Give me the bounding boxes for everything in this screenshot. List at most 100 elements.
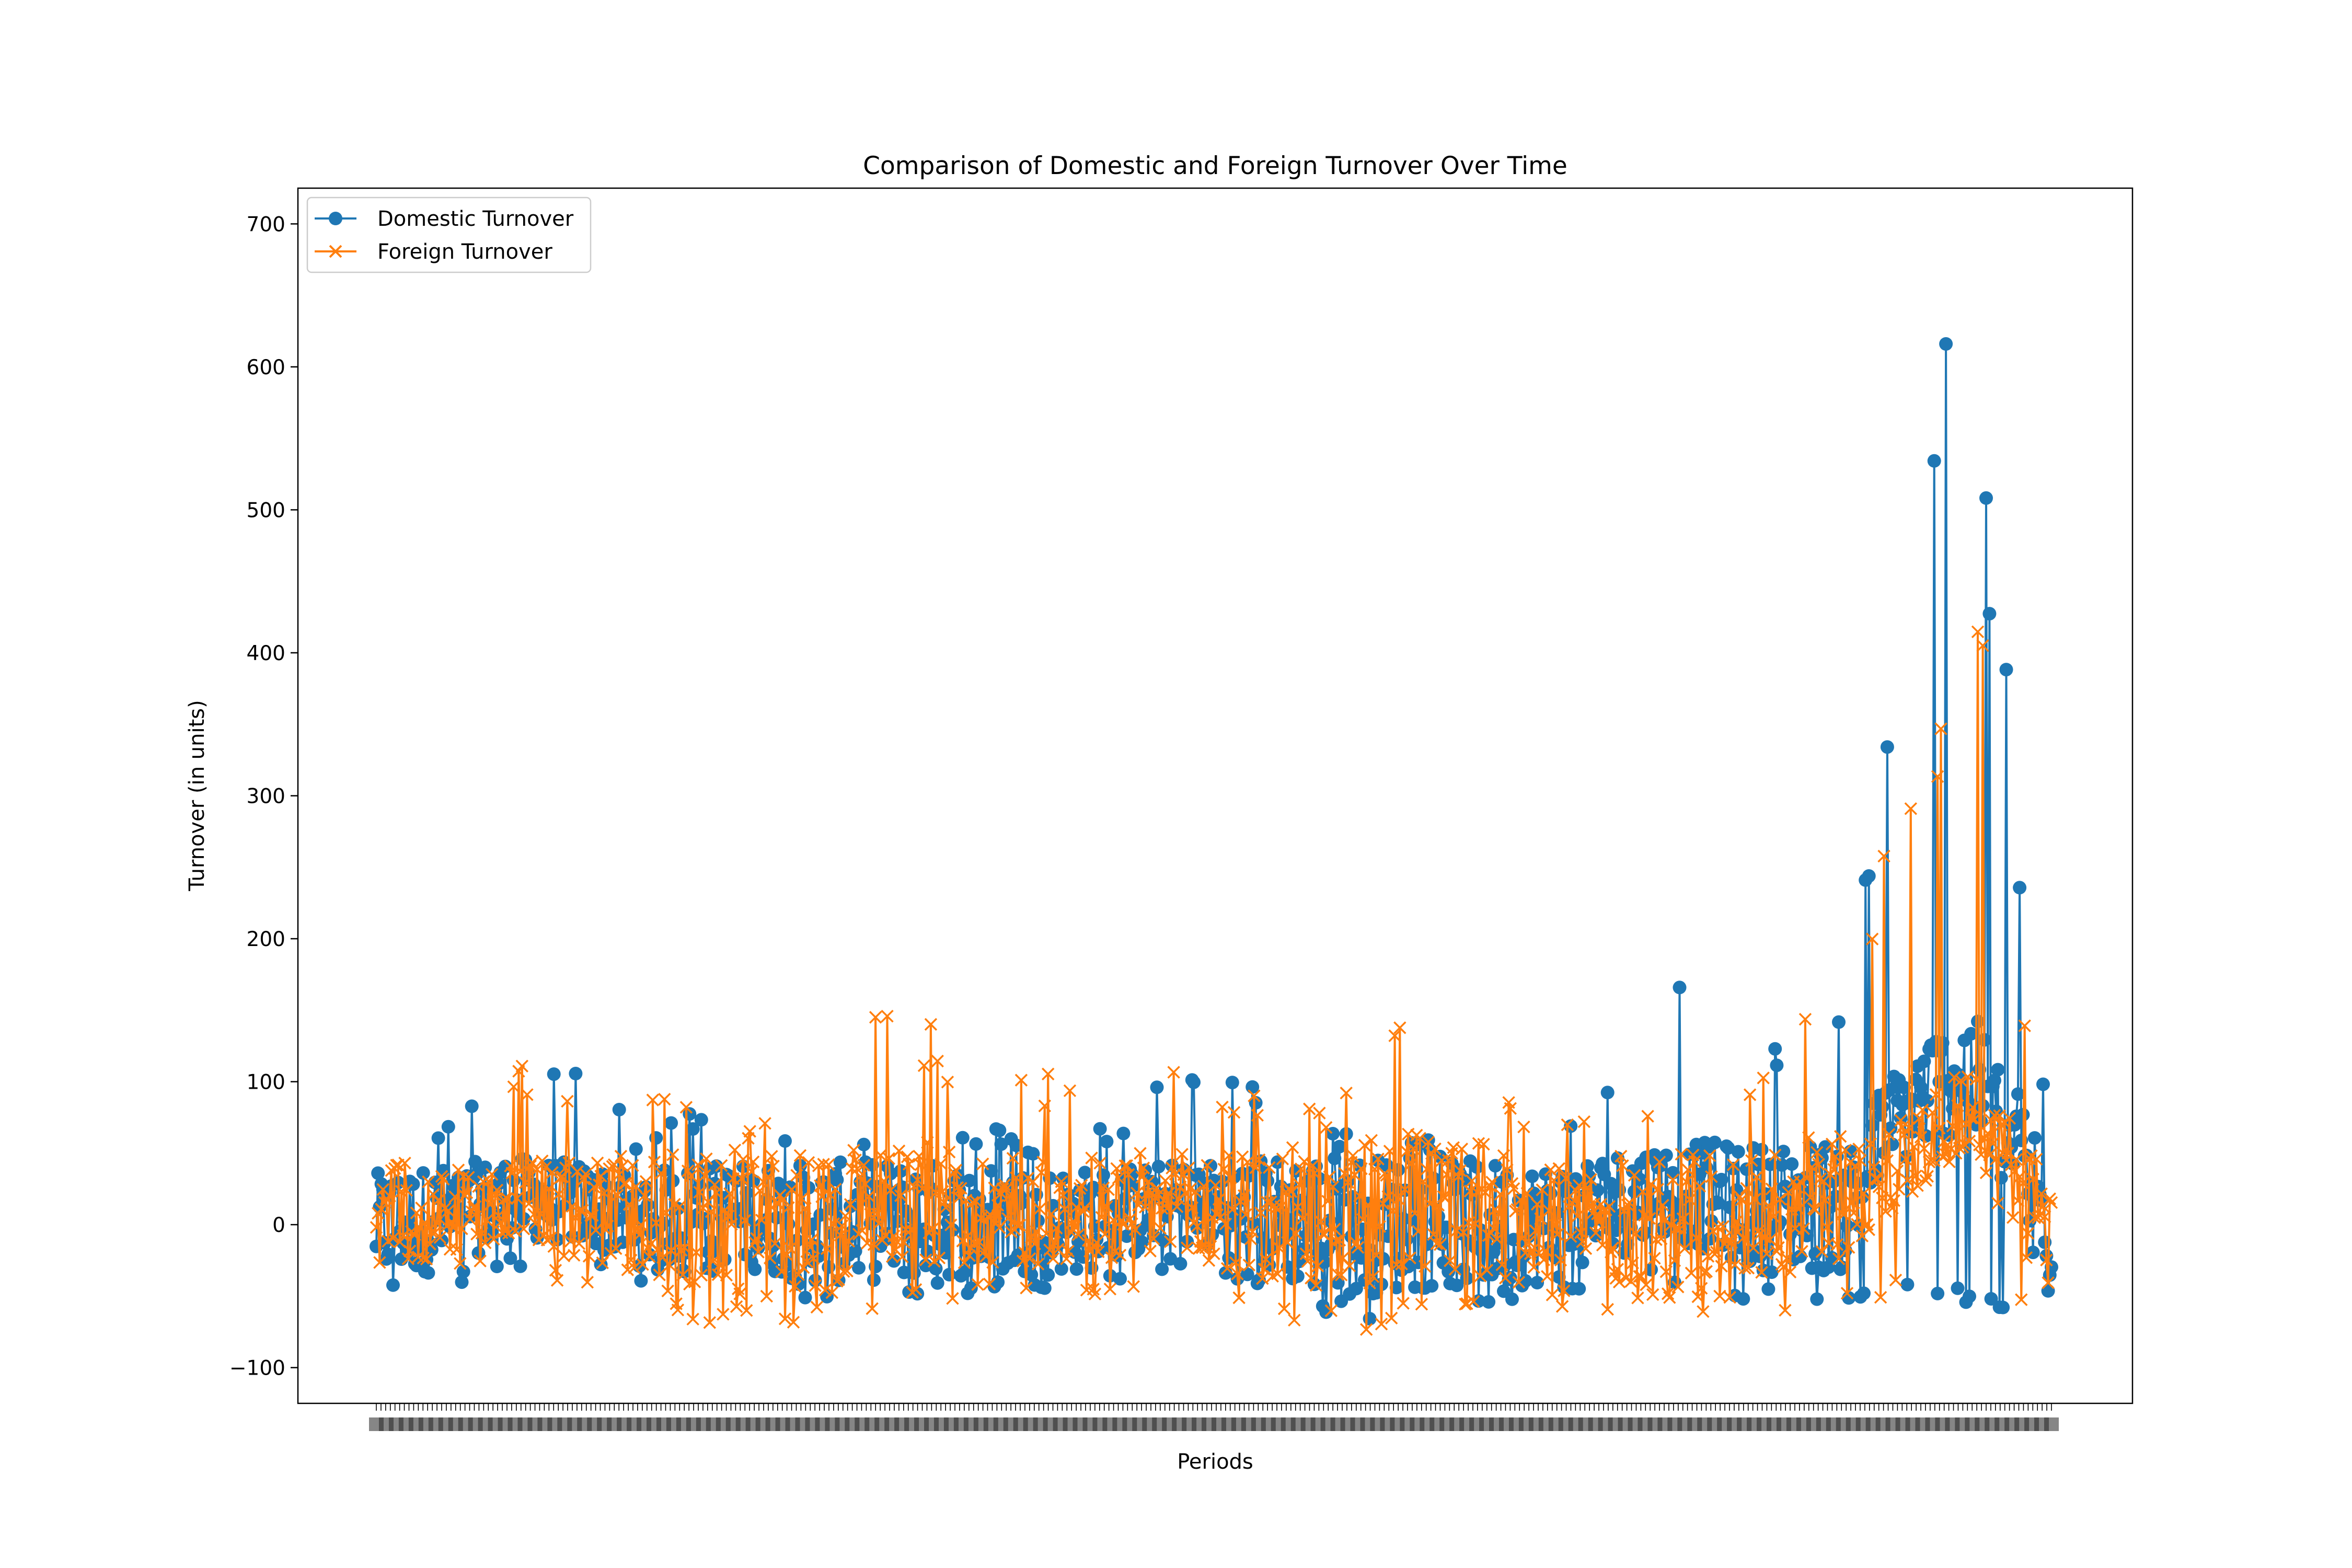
foreign-point (1515, 1232, 1529, 1245)
foreign-point (1289, 1227, 1302, 1240)
domestic-point (1666, 1166, 1680, 1180)
foreign-point (1162, 1186, 1175, 1200)
foreign-point (1484, 1180, 1497, 1193)
foreign-point (1912, 1112, 1926, 1125)
foreign-point (549, 1264, 562, 1277)
foreign-point (2007, 1211, 2020, 1224)
foreign-point (1991, 1196, 2004, 1210)
foreign-point (748, 1236, 762, 1249)
foreign-point (1248, 1089, 1261, 1102)
foreign-point (1403, 1251, 1416, 1264)
domestic-point (1425, 1279, 1439, 1293)
foreign-point (442, 1204, 455, 1217)
domestic-point (686, 1122, 700, 1136)
foreign-point (1919, 1174, 1932, 1187)
foreign-point (1249, 1161, 1262, 1174)
foreign-point (1391, 1192, 1405, 1205)
foreign-point (1842, 1241, 1855, 1254)
domestic-point (1024, 1267, 1039, 1282)
foreign-point (1056, 1189, 1070, 1202)
foreign-point (1846, 1196, 1859, 1209)
foreign-point (931, 1054, 944, 1068)
foreign-point (1330, 1234, 1343, 1248)
foreign-point (894, 1189, 907, 1202)
domestic-point (1097, 1168, 1110, 1182)
domestic-point (1673, 981, 1687, 995)
foreign-point (1862, 1223, 1875, 1236)
foreign-point (1393, 1021, 1406, 1034)
foreign-point (1485, 1175, 1498, 1189)
foreign-point (1068, 1220, 1081, 1233)
foreign-point (944, 1218, 958, 1231)
foreign-point (926, 1222, 939, 1236)
foreign-point (1306, 1159, 1319, 1172)
foreign-point (436, 1172, 450, 1186)
foreign-point (643, 1250, 656, 1263)
domestic-point (634, 1274, 648, 1288)
domestic-point (629, 1142, 643, 1156)
domestic-point (798, 1290, 812, 1305)
foreign-point (1770, 1244, 1783, 1258)
foreign-point (902, 1158, 916, 1171)
foreign-point (1363, 1276, 1376, 1289)
foreign-point (768, 1237, 782, 1250)
foreign-point (775, 1265, 788, 1278)
foreign-point (1815, 1245, 1829, 1258)
foreign-point (970, 1195, 983, 1208)
domestic-point (1363, 1312, 1377, 1325)
foreign-point (400, 1184, 413, 1197)
foreign-point (658, 1092, 671, 1106)
foreign-point (967, 1237, 981, 1250)
domestic-point (1991, 1063, 2005, 1077)
y-tick-label: 200 (247, 928, 285, 951)
foreign-point (517, 1223, 531, 1236)
foreign-point (1387, 1204, 1400, 1217)
x-tick-label-glyphs (2044, 1417, 2059, 1431)
foreign-point (1547, 1174, 1561, 1187)
foreign-point (671, 1304, 685, 1317)
foreign-point (1725, 1236, 1738, 1249)
foreign-point (981, 1210, 995, 1223)
foreign-point (1703, 1149, 1716, 1162)
foreign-point (479, 1236, 492, 1250)
foreign-point (1857, 1187, 1871, 1200)
domestic-point (2013, 881, 2027, 895)
foreign-point (1561, 1118, 1574, 1132)
domestic-point (1037, 1281, 1052, 1295)
foreign-point (1214, 1210, 1227, 1224)
foreign-point (1745, 1154, 1758, 1167)
foreign-point (1559, 1172, 1572, 1185)
foreign-point (1986, 1137, 2000, 1150)
domestic-point (1297, 1242, 1311, 1256)
foreign-point (1220, 1262, 1234, 1275)
foreign-point (432, 1194, 445, 1207)
foreign-point (1138, 1201, 1152, 1214)
foreign-point (1688, 1155, 1701, 1168)
domestic-point (1963, 1289, 1976, 1304)
foreign-point (1901, 1173, 1914, 1187)
foreign-point (695, 1269, 708, 1282)
foreign-point (1554, 1253, 1567, 1267)
foreign-point (782, 1201, 795, 1214)
foreign-point (1182, 1161, 1195, 1174)
foreign-point (881, 1009, 894, 1023)
domestic-point (1920, 1094, 1934, 1108)
foreign-point (921, 1136, 934, 1149)
foreign-point (1567, 1194, 1581, 1207)
foreign-point (693, 1185, 706, 1199)
domestic-point (1731, 1145, 1745, 1159)
foreign-point (1309, 1278, 1323, 1292)
foreign-point (1546, 1288, 1559, 1301)
foreign-point (425, 1225, 439, 1239)
foreign-point (1324, 1304, 1338, 1317)
foreign-point (882, 1152, 895, 1165)
foreign-point (618, 1177, 631, 1190)
foreign-point (1726, 1158, 1740, 1171)
foreign-point (1666, 1173, 1679, 1186)
domestic-point (1069, 1262, 1083, 1276)
foreign-point (1050, 1221, 1063, 1235)
domestic-point (984, 1164, 998, 1178)
foreign-point (708, 1178, 721, 1192)
domestic-point (1222, 1251, 1236, 1265)
domestic-point (1344, 1229, 1358, 1243)
